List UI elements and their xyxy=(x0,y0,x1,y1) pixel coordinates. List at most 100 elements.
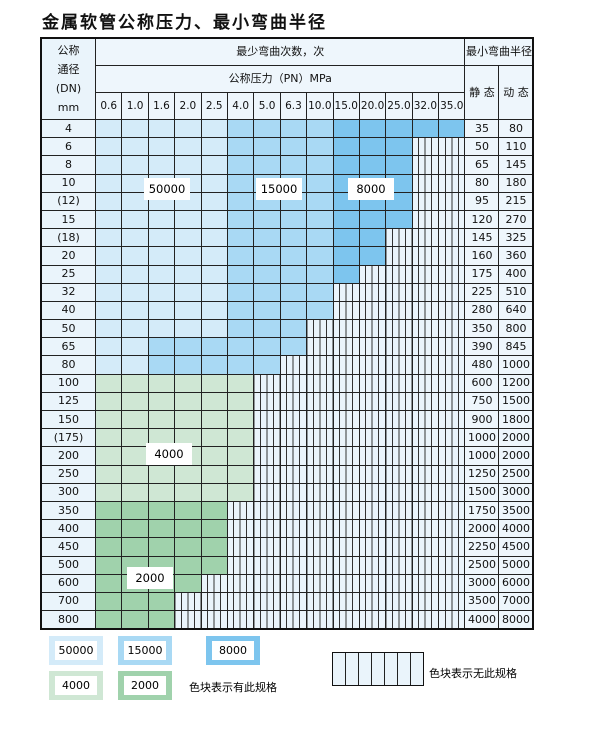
spec-cell-4000 xyxy=(121,428,149,448)
spec-cell-15000 xyxy=(226,191,255,211)
spec-cell-4000 xyxy=(226,482,255,502)
no-spec-cell xyxy=(358,482,387,502)
no-spec-cell xyxy=(358,519,387,539)
no-spec-cell xyxy=(306,610,334,630)
spec-cell-2000 xyxy=(147,537,176,557)
spec-cell-2000 xyxy=(94,537,123,557)
dn-header-line: 通径 xyxy=(57,63,80,76)
table-row: 150 900 1800 xyxy=(40,409,534,430)
spec-cell-50000 xyxy=(174,155,202,175)
spec-cell-2000 xyxy=(94,610,123,630)
pressure-col-header: 2.5 xyxy=(200,92,228,120)
no-spec-cell xyxy=(358,409,387,430)
dn-cell: 125 xyxy=(40,391,96,412)
dynamic-radius-cell: 1200 xyxy=(498,373,534,393)
spec-cell-50000 xyxy=(174,209,202,230)
no-spec-cell xyxy=(438,209,466,230)
no-spec-cell xyxy=(438,409,466,430)
spec-cell-8000 xyxy=(358,209,387,230)
static-radius-cell: 1000 xyxy=(464,446,500,466)
spec-cell-4000 xyxy=(94,391,123,412)
no-spec-cell xyxy=(385,519,413,539)
region-label-2000: 2000 xyxy=(127,567,173,589)
table-row: 400 2000 4000 xyxy=(40,519,534,539)
no-spec-cell xyxy=(332,573,360,593)
spec-cell-50000 xyxy=(94,246,123,266)
spec-cell-2000 xyxy=(200,555,228,575)
no-spec-cell xyxy=(411,500,440,521)
spec-cell-50000 xyxy=(121,246,149,266)
no-spec-cell xyxy=(332,591,360,612)
table-row: 800 4000 8000 xyxy=(40,610,534,630)
spec-cell-15000 xyxy=(279,337,308,357)
spec-cell-15000 xyxy=(253,246,281,266)
static-radius-cell: 390 xyxy=(464,337,500,357)
no-spec-cell xyxy=(332,319,360,339)
legend-8000: 8000 xyxy=(206,636,260,665)
spec-cell-50000 xyxy=(121,137,149,157)
no-spec-cell xyxy=(411,391,440,412)
dynamic-radius-cell: 4000 xyxy=(498,519,534,539)
dynamic-radius-cell: 1800 xyxy=(498,409,534,430)
spec-cell-4000 xyxy=(147,464,176,484)
spec-cell-50000 xyxy=(94,209,123,230)
spec-cell-4000 xyxy=(174,464,202,484)
no-spec-cell xyxy=(306,355,334,375)
no-spec-cell xyxy=(411,482,440,502)
no-spec-cell xyxy=(253,464,281,484)
dynamic-radius-cell: 8000 xyxy=(498,610,534,630)
spec-cell-8000 xyxy=(358,137,387,157)
spec-cell-15000 xyxy=(226,264,255,284)
static-radius-cell: 65 xyxy=(464,155,500,175)
static-radius-cell: 3000 xyxy=(464,573,500,593)
no-spec-cell xyxy=(358,264,387,284)
no-spec-cell xyxy=(306,464,334,484)
spec-cell-8000 xyxy=(358,228,387,248)
no-spec-cell xyxy=(279,591,308,612)
spec-cell-4000 xyxy=(121,482,149,502)
spec-cell-15000 xyxy=(226,246,255,266)
spec-cell-50000 xyxy=(174,118,202,139)
spec-cell-8000 xyxy=(332,228,360,248)
table-row: 250 1250 2500 xyxy=(40,464,534,484)
static-radius-cell: 95 xyxy=(464,191,500,211)
table-row: 8 65 145 xyxy=(40,155,534,175)
spec-cell-50000 xyxy=(94,337,123,357)
spec-cell-15000 xyxy=(306,246,334,266)
dn-cell: 32 xyxy=(40,282,96,302)
table-row: 32 225 510 xyxy=(40,282,534,302)
spec-cell-4000 xyxy=(226,446,255,466)
spec-cell-8000 xyxy=(332,137,360,157)
static-radius-cell: 225 xyxy=(464,282,500,302)
legend-no-spec-text: 色块表示无此规格 xyxy=(429,667,517,680)
page-title: 金属软管公称压力、最小弯曲半径 xyxy=(42,13,327,33)
no-spec-cell xyxy=(411,537,440,557)
spec-cell-15000 xyxy=(253,155,281,175)
no-spec-cell xyxy=(438,555,466,575)
dynamic-radius-cell: 4500 xyxy=(498,537,534,557)
spec-cell-2000 xyxy=(174,573,202,593)
no-spec-cell xyxy=(411,428,440,448)
no-spec-cell xyxy=(438,610,466,630)
table-row: 200 1000 2000 xyxy=(40,446,534,466)
dynamic-radius-cell: 3000 xyxy=(498,482,534,502)
static-radius-cell: 1500 xyxy=(464,482,500,502)
spec-cell-50000 xyxy=(200,137,228,157)
spec-cell-4000 xyxy=(200,464,228,484)
static-radius-cell: 1750 xyxy=(464,500,500,521)
dynamic-radius-cell: 845 xyxy=(498,337,534,357)
spec-cell-2000 xyxy=(121,610,149,630)
spec-cell-4000 xyxy=(147,373,176,393)
dynamic-radius-cell: 2500 xyxy=(498,464,534,484)
spec-cell-50000 xyxy=(200,319,228,339)
no-spec-cell xyxy=(253,373,281,393)
dn-cell: 15 xyxy=(40,209,96,230)
table-row: 700 3500 7000 xyxy=(40,591,534,612)
spec-cell-15000 xyxy=(253,355,281,375)
no-spec-cell xyxy=(358,537,387,557)
static-radius-cell: 1250 xyxy=(464,464,500,484)
spec-cell-8000 xyxy=(358,118,387,139)
no-spec-cell xyxy=(438,500,466,521)
pressure-col-header: 35.0 xyxy=(438,92,466,120)
spec-cell-50000 xyxy=(121,155,149,175)
